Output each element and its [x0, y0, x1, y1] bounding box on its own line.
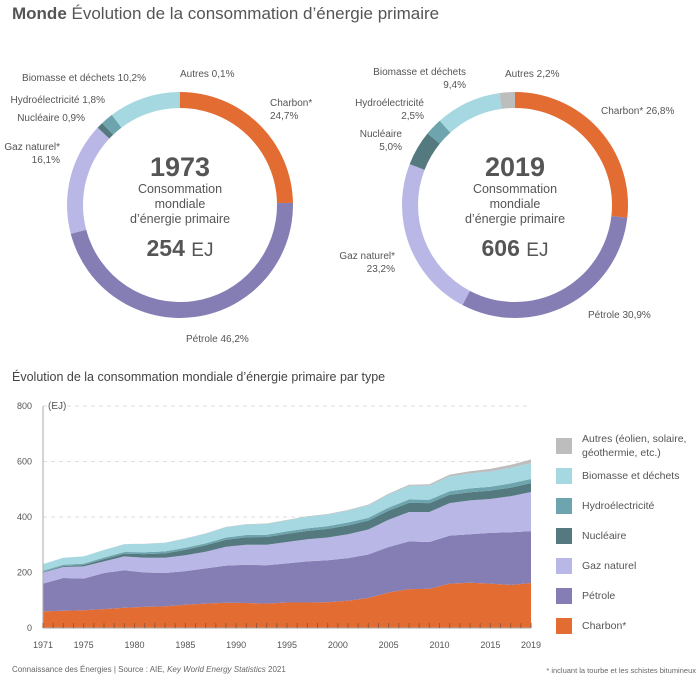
x-tick-label: 2010	[429, 640, 449, 650]
legend-label: Hydroélectricité	[582, 500, 655, 512]
x-tick-label: 1980	[124, 640, 144, 650]
area-biomasse	[43, 463, 531, 571]
label-hydro-2019: Hydroélectricité 2,5%	[355, 98, 424, 122]
legend-swatch	[556, 558, 572, 574]
donut-slice-2019-5	[439, 93, 502, 133]
donut-slice-1973-5	[111, 92, 180, 128]
y-tick-label: 800	[17, 401, 32, 411]
legend-swatch	[556, 618, 572, 634]
label-charbon-1973: Charbon* 24,7%	[270, 98, 313, 122]
page-title: Monde Évolution de la consommation d’éne…	[12, 4, 440, 23]
x-tick-label: 1990	[226, 640, 246, 650]
legend-label: Charbon*	[582, 620, 627, 632]
x-tick-label: 2019	[521, 640, 541, 650]
donut-slice-2019-2	[402, 164, 470, 306]
area-charbon	[43, 582, 531, 628]
donut-center-1973: 1973 Consommation mondiale d’énergie pri…	[129, 152, 231, 261]
y-tick-label: 200	[17, 568, 32, 578]
label-gaz-1973: Gaz naturel* 16,1%	[4, 142, 60, 166]
donut-slice-2019-3	[409, 133, 440, 170]
x-tick-label: 1975	[74, 640, 94, 650]
y-tick-label: 0	[27, 623, 32, 633]
legend-label: Biomasse et déchets	[582, 470, 680, 482]
legend-label: Autres (éolien, solaire, géothermie, etc.…	[582, 433, 687, 459]
area-gaz naturel	[43, 492, 531, 584]
donut-slice-1973-0	[180, 92, 293, 204]
donut-slice-2019-4	[427, 120, 451, 144]
donut-slice-1973-4	[102, 114, 122, 135]
label-nucleaire-1973: Nucléaire 0,9%	[17, 113, 85, 124]
label-charbon-2019: Charbon* 26,8%	[601, 106, 675, 117]
area-hydroélectricité	[43, 478, 531, 572]
donut-slice-2019-1	[462, 215, 628, 319]
legend-label: Gaz naturel	[582, 560, 637, 572]
x-tick-label: 2005	[379, 640, 399, 650]
donut-slice-1973-6	[179, 92, 180, 109]
x-tick-label: 1985	[175, 640, 195, 650]
x-tick-label: 2015	[480, 640, 500, 650]
y-tick-label: 400	[17, 512, 32, 522]
donut-slice-1973-2	[67, 127, 110, 234]
legend-swatch	[556, 528, 572, 544]
legend-swatch	[556, 588, 572, 604]
label-autres-1973: Autres 0,1%	[180, 69, 235, 80]
legend-label: Nucléaire	[582, 530, 627, 542]
area-autres	[43, 459, 531, 565]
legend-swatch	[556, 438, 572, 454]
label-autres-2019: Autres 2,2%	[505, 69, 560, 80]
x-tick-label: 1971	[33, 640, 53, 650]
source-note: Connaissance des Énergies | Source : AIE…	[12, 665, 286, 674]
x-tick-label: 1995	[277, 640, 297, 650]
label-hydro-1973: Hydroélectricité 1,8%	[10, 95, 105, 106]
legend-swatch	[556, 498, 572, 514]
donut-slice-2019-6	[499, 92, 515, 109]
label-petrole-2019: Pétrole 30,9%	[588, 310, 651, 321]
donut-center-2019: 2019 Consommation mondiale d’énergie pri…	[464, 152, 566, 261]
donut-slice-1973-3	[97, 123, 114, 139]
label-gaz-2019: Gaz naturel* 23,2%	[339, 251, 395, 275]
area-pétrole	[43, 531, 531, 612]
x-tick-label: 2000	[328, 640, 348, 650]
y-tick-label: 600	[17, 457, 32, 467]
label-biomasse-2019: Biomasse et déchets 9,4%	[373, 67, 466, 91]
chart-title: Évolution de la consommation mondiale d’…	[12, 370, 386, 384]
donut-slice-2019-0	[515, 92, 628, 218]
label-nucleaire-2019: Nucléaire 5,0%	[359, 129, 402, 153]
area-nucléaire	[43, 483, 531, 573]
legend-label: Pétrole	[582, 590, 616, 602]
donut-slice-1973-1	[70, 202, 294, 319]
label-biomasse-1973: Biomasse et déchets 10,2%	[22, 73, 146, 84]
legend-swatch	[556, 468, 572, 484]
y-axis-unit: (EJ)	[48, 401, 67, 412]
footnote: * incluant la tourbe et les schistes bit…	[546, 666, 696, 675]
label-petrole-1973: Pétrole 46,2%	[186, 334, 249, 345]
